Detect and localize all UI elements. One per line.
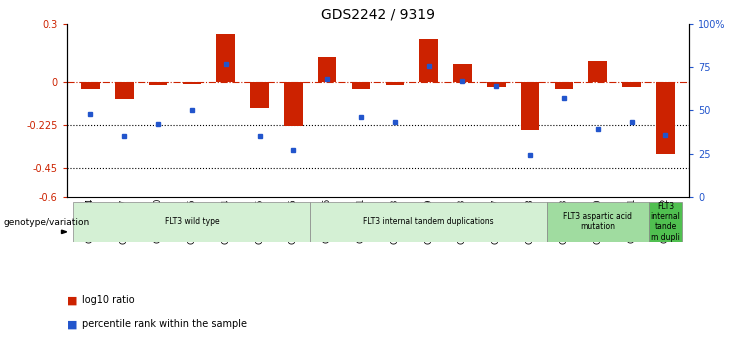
Bar	[588, 61, 607, 82]
Polygon shape	[62, 230, 67, 234]
Bar	[385, 82, 404, 86]
Bar	[284, 82, 302, 126]
Bar	[318, 57, 336, 82]
Bar	[622, 82, 641, 87]
Text: ■: ■	[67, 295, 77, 305]
Bar	[453, 65, 472, 82]
Bar	[182, 82, 201, 83]
Text: FLT3
internal
tande
m dupli: FLT3 internal tande m dupli	[651, 201, 680, 242]
Bar	[648, 202, 682, 242]
Bar	[73, 202, 310, 242]
Title: GDS2242 / 9319: GDS2242 / 9319	[321, 8, 435, 22]
Text: FLT3 aspartic acid
mutation: FLT3 aspartic acid mutation	[563, 212, 632, 231]
Bar	[555, 82, 574, 89]
Bar	[547, 202, 648, 242]
Bar	[216, 34, 235, 82]
Bar	[149, 82, 167, 86]
Bar	[521, 82, 539, 130]
Text: log10 ratio: log10 ratio	[82, 295, 134, 305]
Text: percentile rank within the sample: percentile rank within the sample	[82, 319, 247, 329]
Bar	[115, 82, 133, 99]
Bar	[656, 82, 675, 155]
Bar	[419, 39, 438, 82]
Bar	[487, 82, 505, 87]
Bar	[250, 82, 269, 108]
Bar	[310, 202, 547, 242]
Text: FLT3 wild type: FLT3 wild type	[165, 217, 219, 226]
Text: FLT3 internal tandem duplications: FLT3 internal tandem duplications	[363, 217, 494, 226]
Bar	[81, 82, 100, 89]
Bar	[352, 82, 370, 89]
Text: genotype/variation: genotype/variation	[4, 218, 90, 227]
Text: ■: ■	[67, 319, 77, 329]
